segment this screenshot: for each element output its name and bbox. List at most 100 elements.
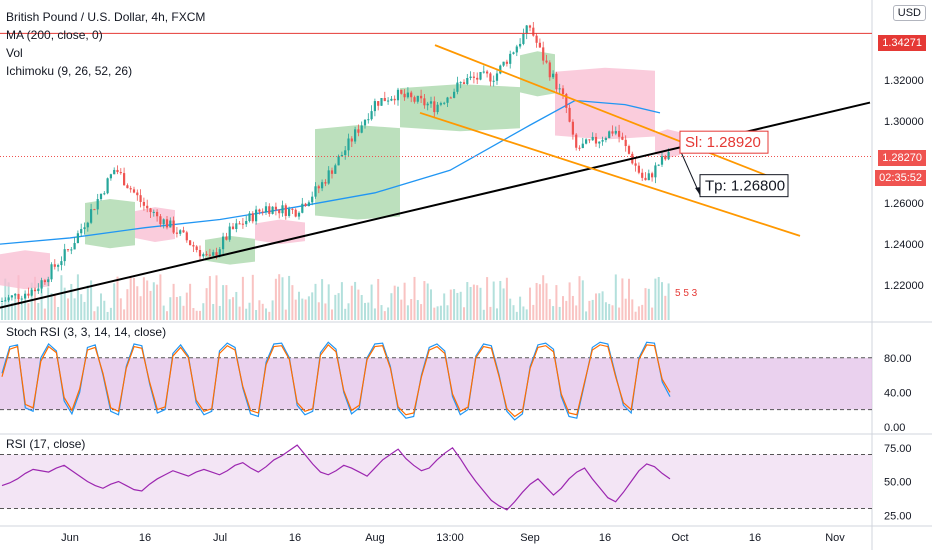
candle-body xyxy=(413,97,416,102)
candle-body xyxy=(512,52,515,54)
volume-bar xyxy=(420,304,423,320)
volume-bar xyxy=(212,304,215,320)
candle-body xyxy=(588,139,591,141)
volume-bar xyxy=(96,306,99,320)
volume-bar xyxy=(248,302,251,320)
volume-bar xyxy=(641,304,644,320)
volume-bar xyxy=(37,303,40,320)
volume-bar xyxy=(370,284,373,320)
candle-body xyxy=(627,146,631,154)
volume-bar xyxy=(307,296,310,320)
volume-bar xyxy=(241,276,244,320)
candle-body xyxy=(307,202,310,206)
candle-body xyxy=(472,76,475,78)
candle-body xyxy=(96,199,99,210)
volume-bar xyxy=(367,302,370,320)
volume-bar xyxy=(595,293,597,320)
volume-bar xyxy=(459,291,462,320)
candle-body xyxy=(545,60,548,63)
candle-body xyxy=(185,232,188,241)
candle-body xyxy=(522,34,525,44)
volume-bar xyxy=(654,278,657,320)
volume-bar xyxy=(218,305,221,320)
volume-bar xyxy=(133,277,135,320)
volume-bar xyxy=(119,298,122,320)
candle-body xyxy=(492,80,495,82)
price-tick-label: 1.24000 xyxy=(884,239,924,251)
candle-body xyxy=(317,186,320,189)
candle-body xyxy=(654,165,657,178)
volume-bar xyxy=(232,297,234,320)
volume-bar xyxy=(486,277,489,320)
volume-bar xyxy=(588,300,591,320)
candle-body xyxy=(225,236,228,240)
volume-bar xyxy=(634,311,637,320)
currency-button[interactable]: USD xyxy=(892,5,926,21)
candle-body xyxy=(103,193,106,195)
candle-body xyxy=(245,221,248,225)
volume-bar xyxy=(149,290,152,320)
candle-body xyxy=(387,100,390,102)
volume-bar xyxy=(357,289,360,320)
candles xyxy=(0,21,670,305)
drawings[interactable]: Sl: 1.28920 Tp: 1.26800 5 5 3 xyxy=(0,32,872,309)
candle-body xyxy=(149,208,152,213)
volume-bar xyxy=(479,287,482,320)
candle-body xyxy=(347,138,350,151)
volume-bar xyxy=(426,283,429,320)
current-price-badge: 1.28270 xyxy=(878,150,926,166)
volume-bar xyxy=(614,274,617,320)
candle-body xyxy=(156,211,159,217)
time-tick-label: 13:00 xyxy=(436,532,464,544)
rsi-legend: RSI (17, close) xyxy=(6,437,85,451)
candle-body xyxy=(169,220,172,228)
candle-body xyxy=(519,43,522,47)
volume-bar xyxy=(499,280,502,320)
volume-bar xyxy=(215,275,218,320)
volume-bar xyxy=(571,295,574,320)
candle-body xyxy=(400,89,403,94)
candle-body xyxy=(109,174,112,179)
candle-body xyxy=(212,252,215,256)
ichimoku-legend: Ichimoku (9, 26, 52, 26) xyxy=(6,64,132,78)
candle-body xyxy=(231,226,235,229)
candle-body xyxy=(495,73,499,81)
volume-bar xyxy=(397,286,399,320)
volume-bar xyxy=(298,291,300,320)
volume-bar xyxy=(103,300,106,320)
volume-bar xyxy=(522,306,525,320)
candle-body xyxy=(255,209,258,222)
volume-bar xyxy=(538,284,541,320)
volume-bar xyxy=(509,298,512,320)
volume-bar xyxy=(489,306,492,320)
take-profit-label: Tp: 1.26800 xyxy=(699,174,789,198)
candle-body xyxy=(238,223,241,225)
time-tick-label: 16 xyxy=(599,532,611,544)
volume-bar xyxy=(413,276,416,320)
candle-body xyxy=(182,230,185,233)
candle-body xyxy=(370,111,373,120)
candle-body xyxy=(297,212,301,217)
candle-body xyxy=(284,205,287,216)
candle-body xyxy=(360,125,363,133)
candle-body xyxy=(63,249,66,262)
candle-body xyxy=(459,82,462,84)
candle-body xyxy=(30,289,33,296)
candle-body xyxy=(380,97,383,106)
candle-body xyxy=(608,131,611,139)
volume-bar xyxy=(651,307,654,320)
volume-bar xyxy=(20,304,23,320)
candle-body xyxy=(429,101,433,104)
candle-body xyxy=(60,261,63,266)
volume-bar xyxy=(139,296,142,320)
volume-bar xyxy=(430,289,432,320)
take-profit-label-box xyxy=(699,174,789,198)
time-tick-label: 16 xyxy=(749,532,761,544)
volume-bar xyxy=(169,297,172,320)
volume-bar xyxy=(443,293,446,320)
candle-body xyxy=(66,249,70,251)
candle-body xyxy=(449,97,452,99)
candle-body xyxy=(251,213,254,222)
volume-bar xyxy=(291,285,294,320)
